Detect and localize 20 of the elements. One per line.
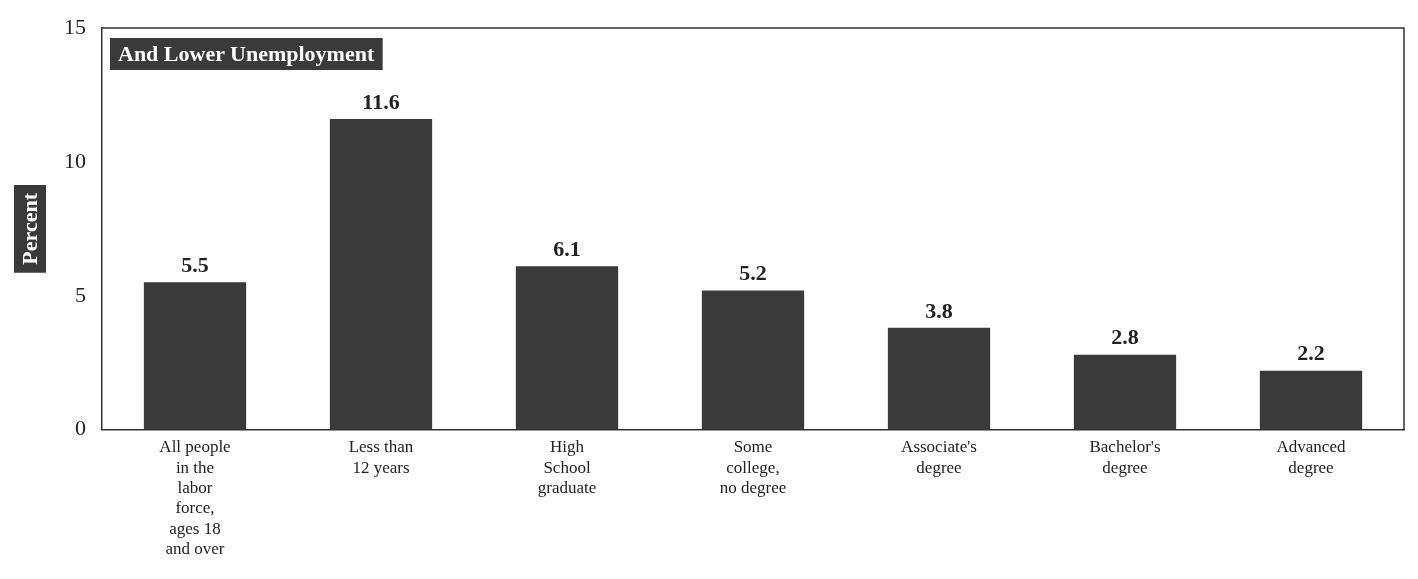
x-tick-label: High School graduate xyxy=(537,437,597,498)
data-label: 5.5 xyxy=(181,252,209,278)
data-label: 2.2 xyxy=(1297,340,1325,366)
x-tick-label: All people in the labor force, ages 18 and over xyxy=(159,437,231,559)
x-tick-label: Advanced degree xyxy=(1276,437,1346,477)
x-tick-label: Some college, no degree xyxy=(719,437,787,498)
data-label: 6.1 xyxy=(553,235,581,261)
y-tick-label: 10 xyxy=(64,147,86,173)
x-tick-label: Associate's degree xyxy=(901,437,977,477)
y-tick-label: 15 xyxy=(64,13,86,39)
y-tick-label: 0 xyxy=(75,415,86,441)
data-label: 2.8 xyxy=(1111,324,1139,350)
data-label: 11.6 xyxy=(362,88,400,114)
x-tick-label: Less than 12 years xyxy=(348,437,414,477)
data-label: 3.8 xyxy=(925,297,953,323)
data-label: 5.2 xyxy=(739,260,767,286)
y-tick-label: 5 xyxy=(75,281,86,307)
y-axis-title: Percent xyxy=(16,192,42,265)
text: And Lower Unemployment xyxy=(118,40,375,66)
x-tick-label: Bachelor's degree xyxy=(1089,437,1161,477)
